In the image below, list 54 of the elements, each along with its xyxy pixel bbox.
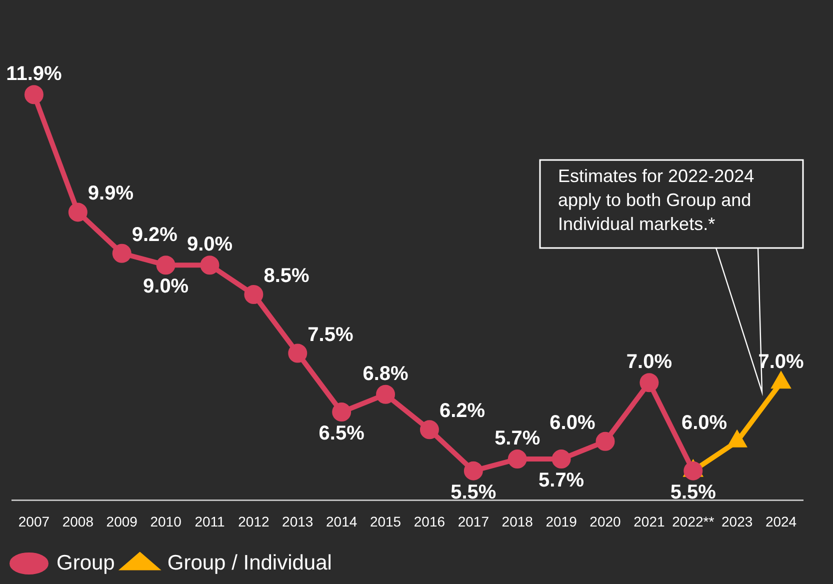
point [244,284,264,304]
point [112,244,132,263]
point [332,402,352,422]
x-tick-label: 2010 [150,513,182,530]
data-label: 5.5% [450,481,496,504]
x-tick-label: 2024 [765,513,797,530]
data-label: 9.0% [143,276,189,298]
point [508,450,527,469]
data-label: 6.2% [439,400,486,422]
x-tick-label: 2019 [546,513,578,530]
data-label: 9.9% [88,182,134,205]
legend-label: Group / Individual [167,551,332,574]
x-tick-label: 2012 [238,513,270,530]
x-tick-label: 2017 [458,513,490,530]
x-tick-label: 2016 [414,513,446,530]
point [200,256,220,275]
point [684,461,703,480]
legend-label: Group [56,551,115,574]
point [288,344,308,363]
x-tick-label: 2014 [326,513,358,530]
point [552,450,571,469]
point [376,384,396,404]
data-label: 6.8% [362,362,409,385]
data-label: 7.0% [626,351,672,374]
data-label: 6.0% [550,412,596,434]
data-label: 8.5% [264,265,310,288]
data-label: 9.0% [186,234,233,256]
point [156,256,176,275]
data-label: 5.7% [538,470,584,492]
point [640,373,659,392]
point [596,432,615,451]
x-tick-label: 2022** [672,513,715,530]
x-tick-label: 2008 [62,513,94,530]
x-tick-label: 2023 [722,513,753,530]
point [464,461,483,480]
x-tick-label: 2009 [106,513,138,530]
data-label: 6.5% [318,422,365,445]
x-tick-label: 2020 [590,513,622,530]
data-label: 11.9% [6,63,62,86]
data-label: 6.0% [681,412,728,434]
data-label: 7.5% [308,324,354,346]
data-label: 5.7% [494,428,540,450]
x-tick-label: 2015 [370,513,402,530]
data-label: 5.5% [670,481,716,504]
x-tick-label: 2021 [634,513,665,530]
point [24,85,44,104]
data-label: 9.2% [132,224,178,246]
point [68,202,88,222]
x-tick-label: 2011 [194,513,226,530]
x-tick-label: 2018 [502,513,534,530]
x-tick-label: 2007 [18,513,50,530]
point [420,420,439,440]
x-tick-label: 2013 [282,513,314,530]
annotation: Estimates for 2022-2024 apply to both Group and Individual markets.* [558,166,754,234]
